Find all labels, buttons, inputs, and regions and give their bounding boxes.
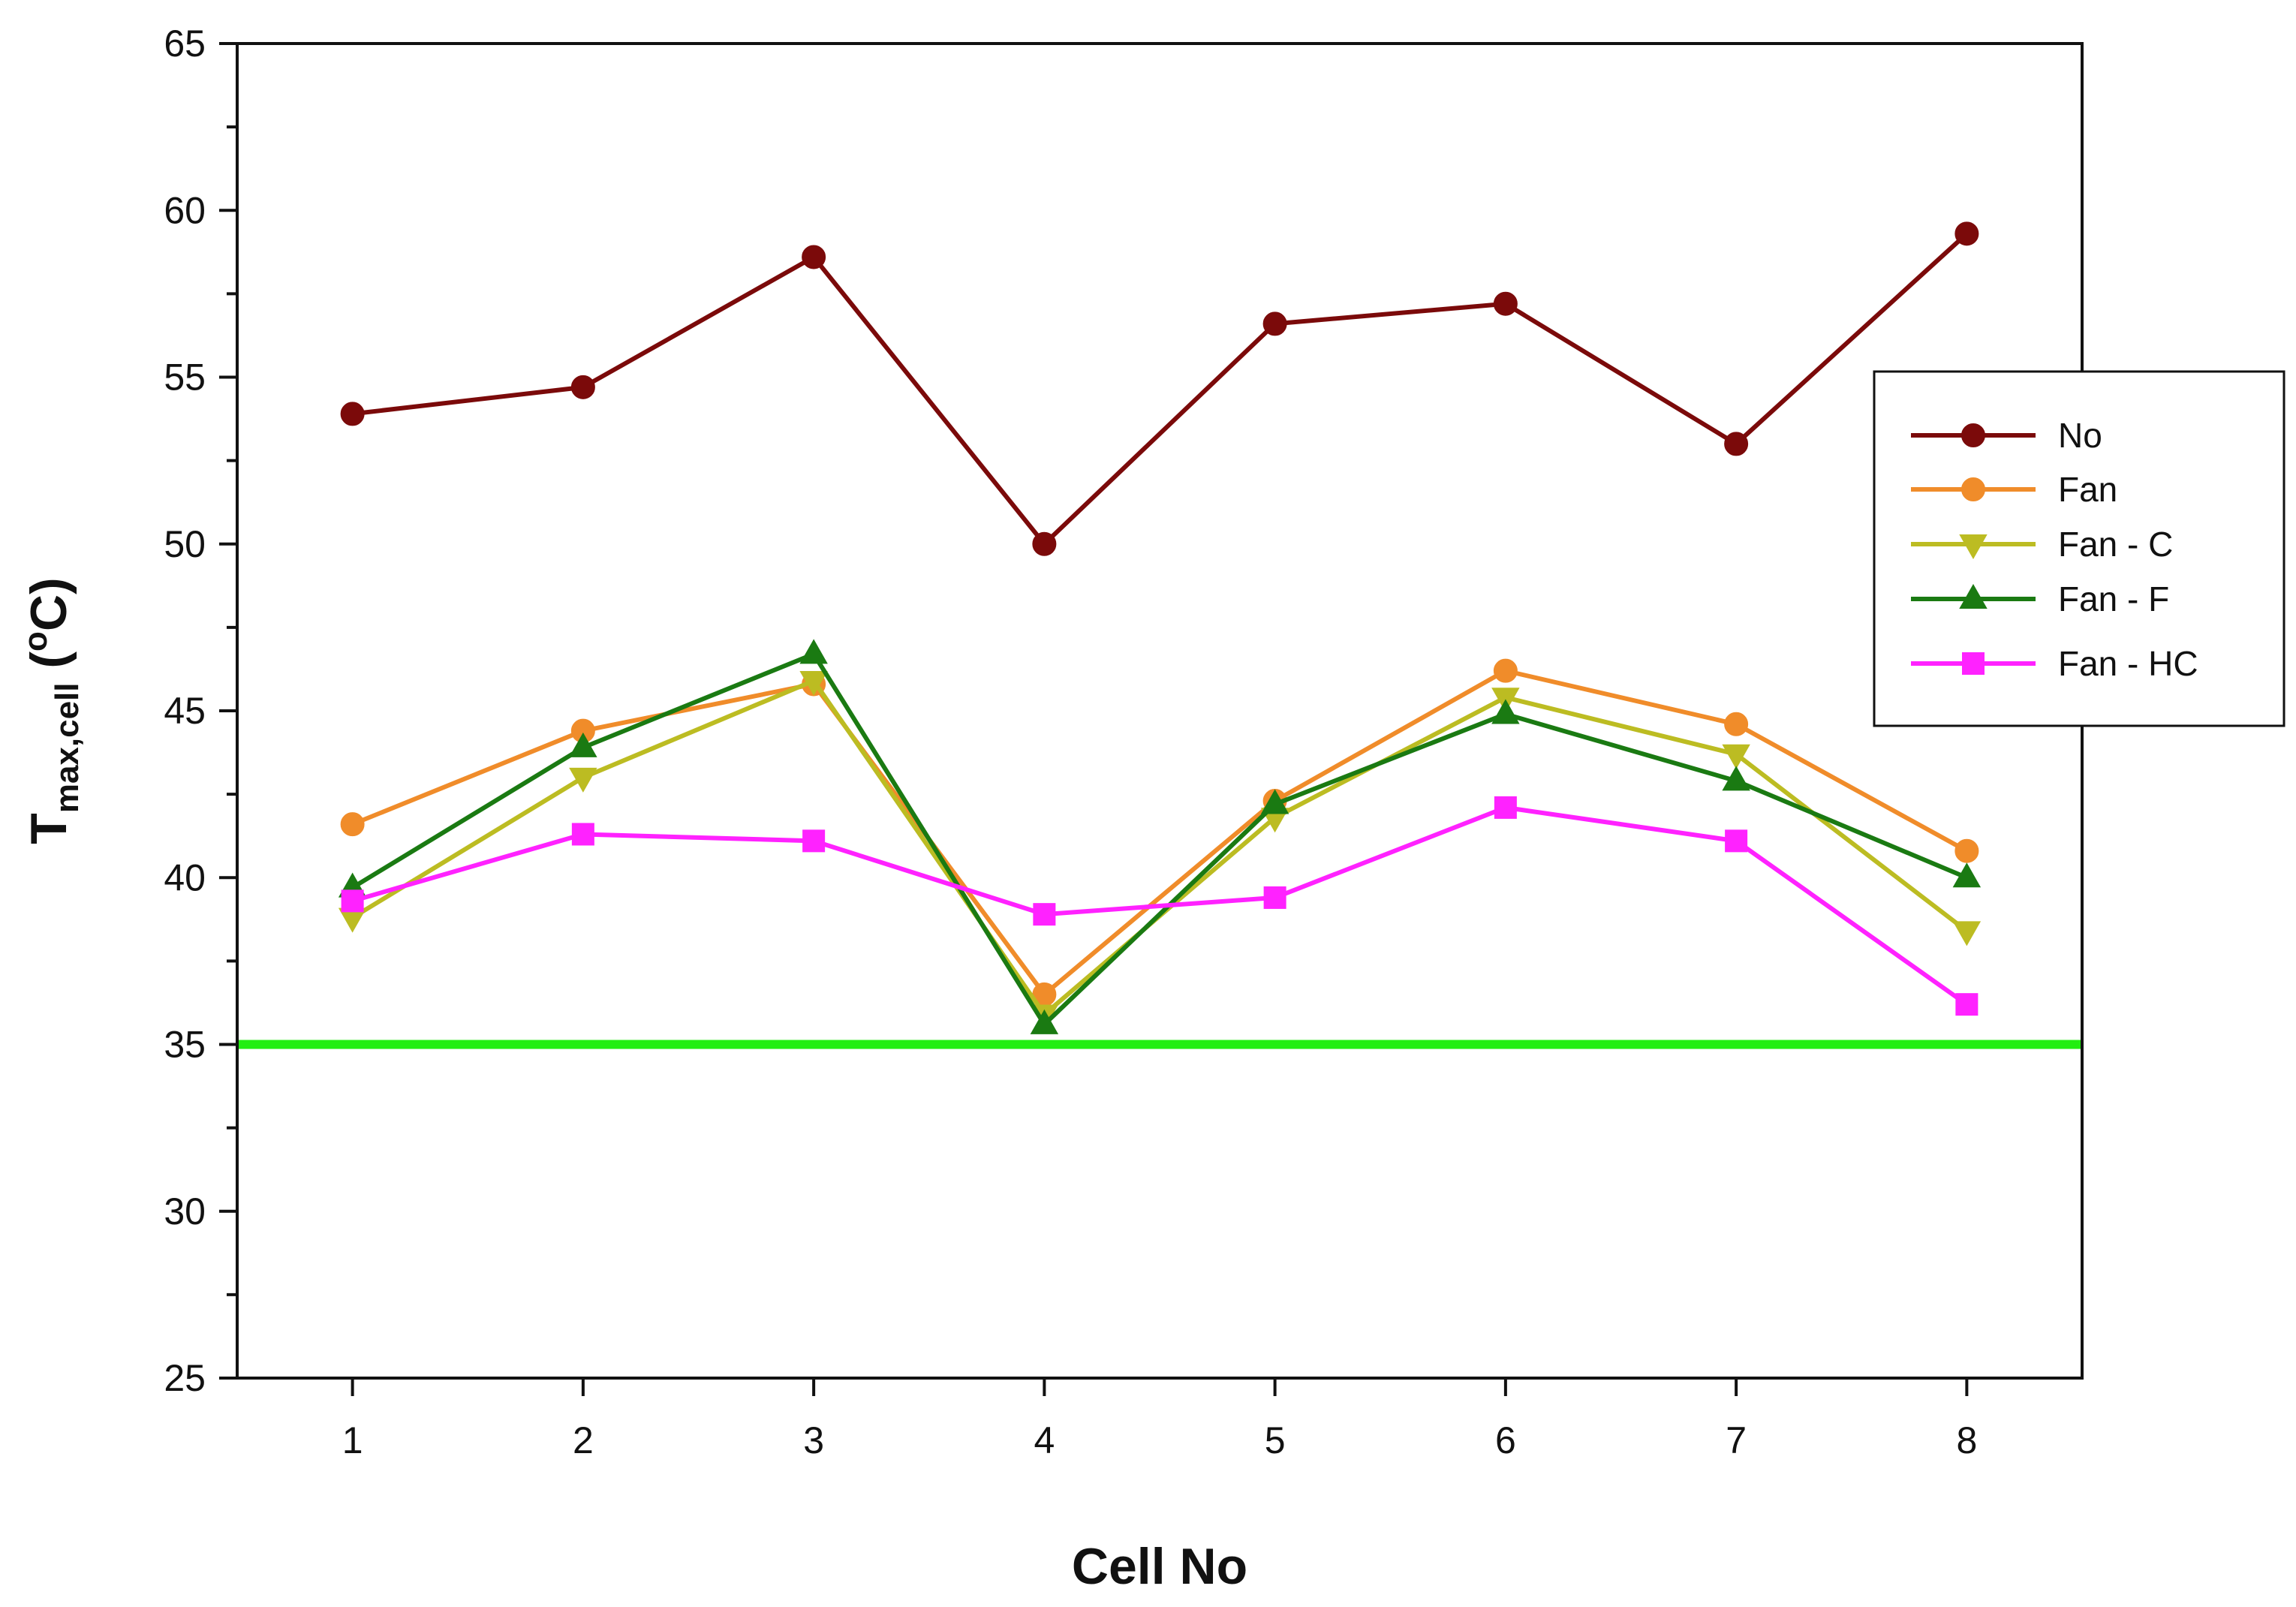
data-point: [1954, 838, 1979, 863]
data-point: [1033, 903, 1056, 926]
data-point: [1493, 291, 1518, 316]
data-point: [1030, 1009, 1059, 1034]
y-axis-title: Tmax,cell (oC): [17, 577, 86, 844]
y-tick-label: 40: [164, 856, 206, 898]
legend-swatch-marker: [1961, 477, 1985, 501]
legend-swatch-marker: [1962, 652, 1985, 675]
plot-frame: [236, 42, 2084, 1380]
data-point: [569, 732, 597, 757]
y-axis-title-unit-rest: C): [20, 577, 77, 631]
data-point: [1725, 829, 1748, 853]
series-layer: [338, 221, 1982, 1034]
data-point: [1262, 311, 1287, 336]
data-point: [1724, 432, 1749, 456]
legend-label: Fan: [2058, 470, 2117, 509]
series-fan: [340, 658, 1979, 1007]
data-point: [1955, 993, 1979, 1016]
legend-item: Fan - HC: [1911, 644, 2198, 683]
data-point: [802, 829, 826, 853]
data-point: [1493, 658, 1518, 683]
y-axis-title-unit-open: (: [20, 652, 77, 683]
data-point: [1724, 712, 1749, 736]
data-point: [1952, 862, 1982, 888]
legend-swatch-marker: [1959, 534, 1988, 560]
x-tick-label: 7: [1726, 1419, 1747, 1461]
data-point: [570, 375, 595, 399]
legend-swatch-marker: [1959, 583, 1988, 609]
y-tick-label: 35: [164, 1024, 206, 1066]
x-tick-label: 6: [1495, 1419, 1516, 1461]
x-tick-label: 3: [803, 1419, 824, 1461]
legend-item: Fan - F: [1911, 579, 2169, 618]
data-point: [1263, 886, 1286, 909]
y-tick-label: 45: [164, 690, 206, 732]
data-point: [1722, 744, 1750, 769]
data-point: [799, 670, 828, 697]
data-point: [802, 245, 826, 269]
data-point: [1260, 789, 1289, 814]
y-tick-label: 60: [164, 189, 206, 231]
legend-label: Fan - C: [2058, 525, 2173, 564]
series-line: [351, 652, 1968, 1027]
y-axis-title-main: T: [20, 813, 77, 844]
series-no: [340, 221, 1979, 556]
y-tick-label: 65: [164, 23, 206, 65]
data-point: [340, 402, 365, 426]
x-tick-label: 5: [1265, 1419, 1286, 1461]
data-point: [1032, 531, 1057, 556]
legend-label: Fan - F: [2058, 579, 2169, 618]
data-point: [569, 767, 597, 793]
y-tick-label: 25: [164, 1357, 206, 1399]
x-tick-label: 1: [342, 1419, 363, 1461]
data-point: [1954, 221, 1979, 246]
data-point: [1491, 699, 1520, 724]
y-tick-label: 55: [164, 357, 206, 399]
data-point: [1952, 921, 1982, 946]
y-axis-title-subscript: max,cell: [49, 682, 86, 813]
legend: No Fan Fan - C Fan - F Fan - HC: [1873, 370, 2285, 727]
series-line: [351, 805, 1969, 1007]
x-axis-title: Cell No: [1072, 1538, 1247, 1595]
y-tick-label: 30: [164, 1190, 206, 1232]
series-line: [352, 232, 1969, 546]
data-point: [571, 823, 594, 846]
legend-label: Fan - HC: [2058, 644, 2198, 683]
x-tick-label: 8: [1956, 1419, 1977, 1461]
x-tick-label: 2: [573, 1419, 594, 1461]
data-point: [341, 889, 364, 913]
data-point: [799, 639, 828, 664]
y-tick-label: 50: [164, 523, 206, 565]
legend-swatch-marker: [1961, 423, 1985, 447]
x-tick-label: 4: [1034, 1419, 1055, 1461]
y-axis-title-unit-sup: o: [17, 631, 54, 652]
series-line: [351, 668, 1968, 997]
data-point: [1494, 796, 1517, 819]
legend-item: Fan: [1911, 470, 2117, 509]
data-point: [340, 812, 365, 837]
legend-item: Fan - C: [1911, 525, 2173, 564]
legend-box: [1873, 370, 2285, 727]
series-fan-hc: [341, 796, 1979, 1016]
data-point: [1722, 766, 1750, 791]
legend-label: No: [2058, 416, 2102, 455]
legend-item: No: [1911, 416, 2102, 455]
